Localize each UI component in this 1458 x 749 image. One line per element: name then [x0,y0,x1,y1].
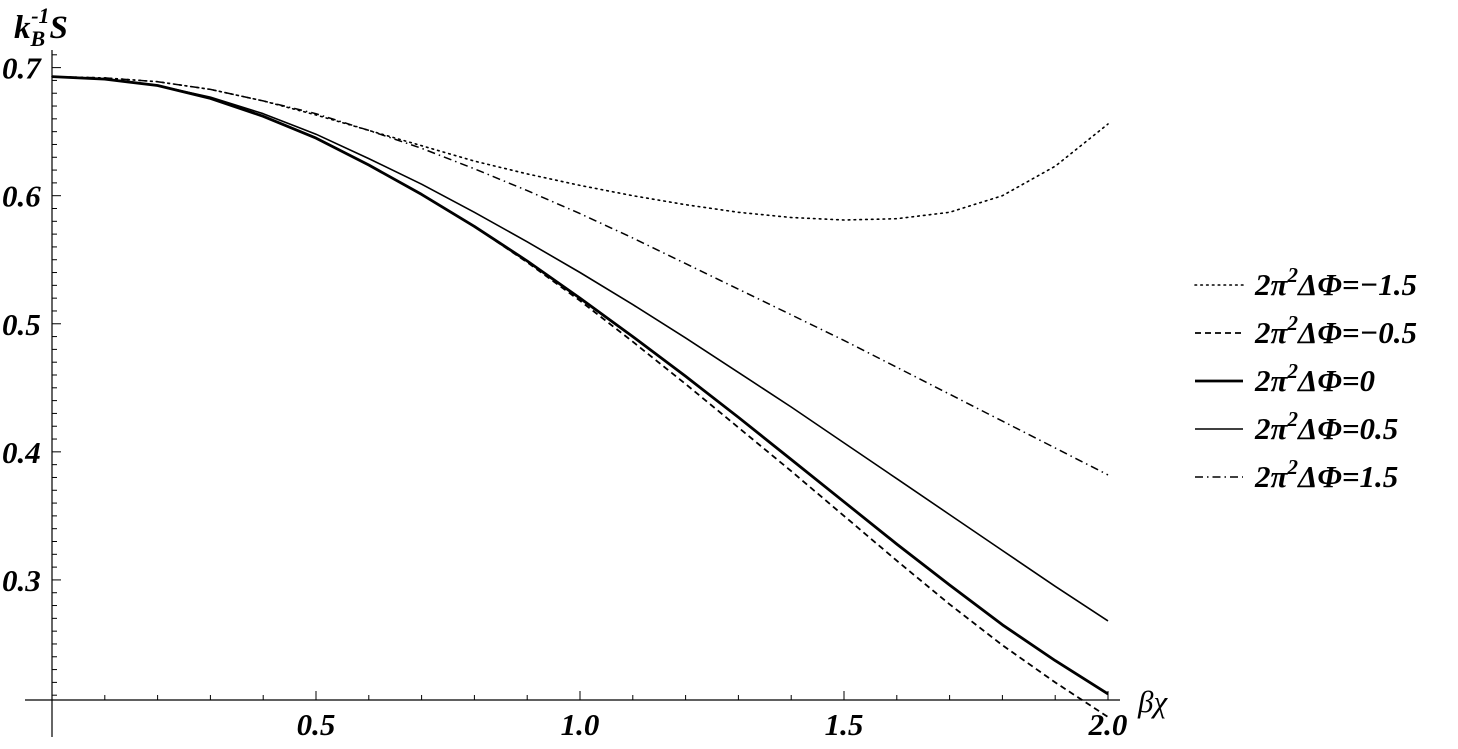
series-line [51,75,1109,221]
ticks: 0.5 1.0 1.5 2.0 0.3 0.4 0.5 0.6 0.7 [2,51,1127,742]
y-axis-label-sub: B [30,26,46,51]
x-tick-label: 0.5 [297,707,336,742]
legend-label: 2π2ΔΦ=1.5 [1254,455,1398,494]
series-line [51,75,1109,696]
x-tick-label: 2.0 [1088,707,1128,742]
x-axis-label: βχ [1137,684,1168,719]
legend-label: 2π2ΔΦ=0.5 [1254,407,1398,446]
y-tick-label: 0.3 [2,563,41,598]
legend-label: 2π2ΔΦ=−1.5 [1254,263,1417,302]
y-tick-label: 0.4 [2,435,41,470]
y-tick-label: 0.6 [2,179,41,214]
y-axis-label-main: k [14,10,31,46]
y-axis-label-sup: -1 [31,3,49,28]
x-tick-label: 1.0 [561,707,600,742]
x-tick-label: 1.5 [825,707,864,742]
legend-label: 2π2ΔΦ=0 [1254,359,1375,398]
y-axis-label: kB-1S [14,3,68,51]
y-axis-label-tail: S [50,10,68,46]
series-group [51,75,1109,718]
series-line [51,75,1109,622]
series-line [51,75,1109,718]
legend-label: 2π2ΔΦ=−0.5 [1254,311,1417,350]
y-tick-label: 0.5 [2,307,41,342]
axes [25,50,1120,737]
legend: 2π2ΔΦ=−1.5 2π2ΔΦ=−0.5 2π2ΔΦ=0 2π2ΔΦ=0.5 2π2Δ… [1194,263,1417,494]
series-line [51,75,1109,476]
y-tick-label: 0.7 [2,51,42,86]
